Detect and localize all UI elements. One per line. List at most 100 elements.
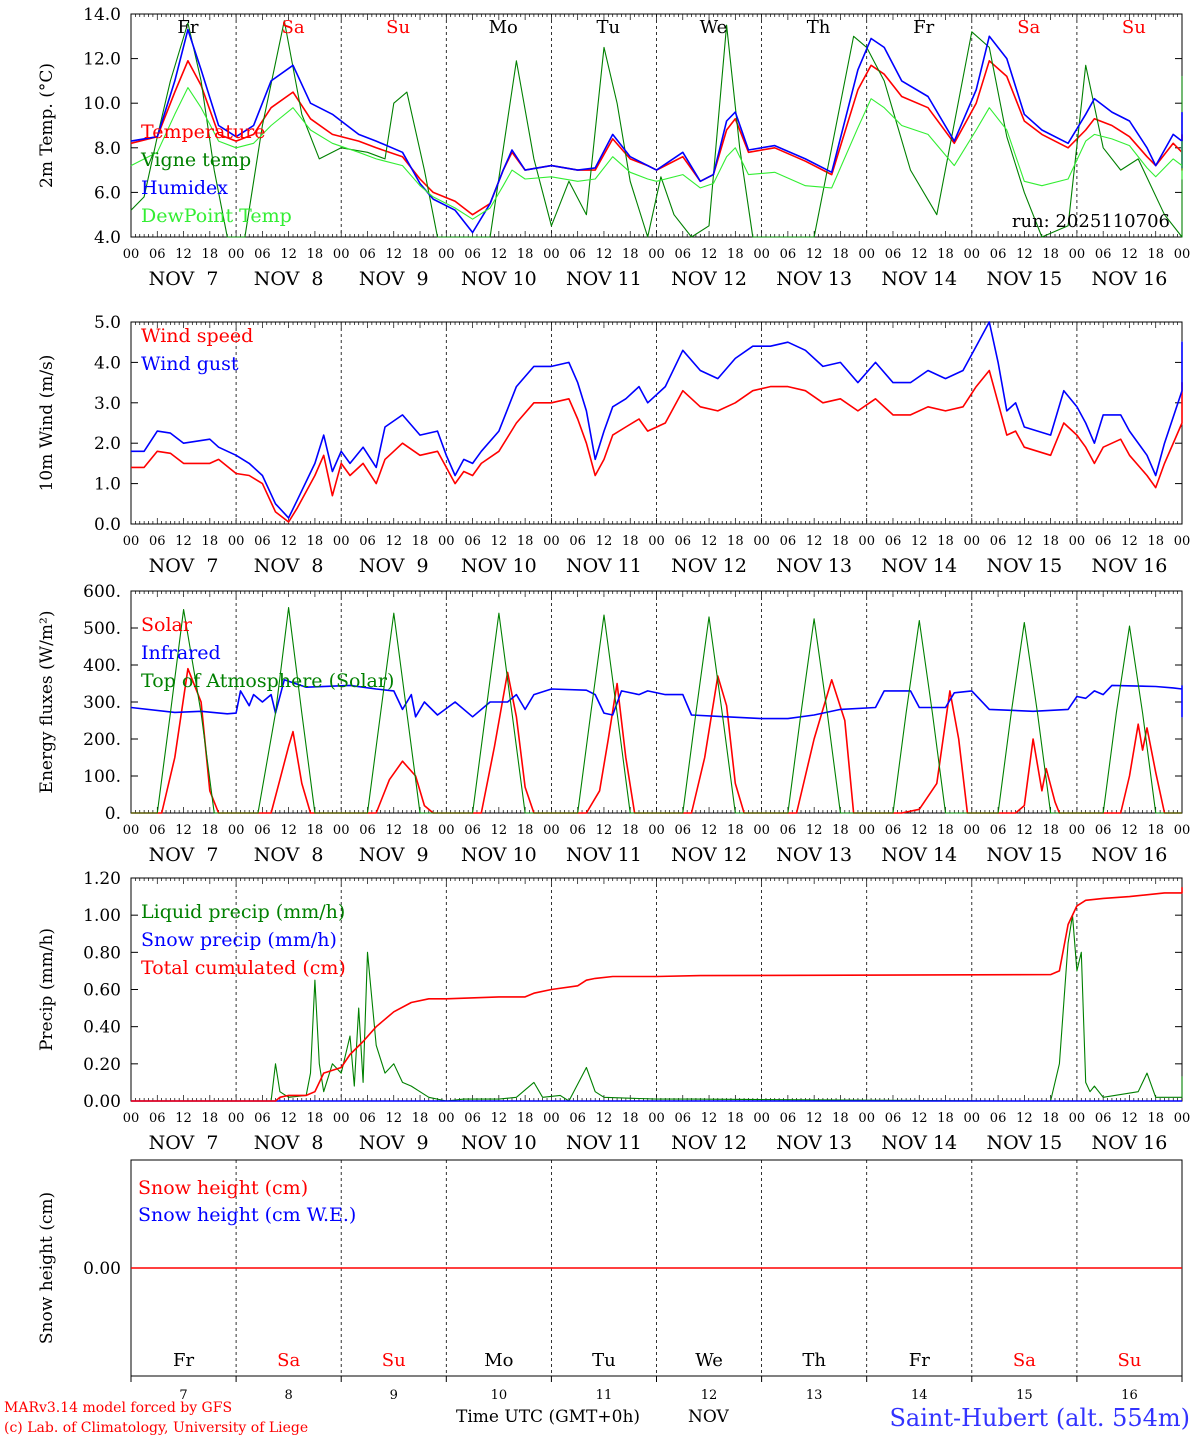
legend-entry: Solar (141, 614, 193, 636)
hour-label: 12 (280, 1111, 297, 1126)
hour-label: 12 (911, 1111, 928, 1126)
day-name: We (695, 1350, 723, 1371)
day-name: Sa (1013, 1350, 1036, 1371)
hour-label: 06 (569, 823, 586, 838)
hour-label: 06 (464, 1111, 481, 1126)
hour-label: 00 (438, 247, 455, 262)
run-annotation: run: 2025110706 (1012, 211, 1170, 232)
hour-label: 06 (254, 247, 271, 262)
y-axis-label: Precip (mm/h) (37, 928, 57, 1051)
time-axis-label: Time UTC (GMT+0h) (456, 1407, 640, 1427)
hour-label: 00 (228, 534, 245, 549)
y-tick-label: 0.0 (94, 515, 121, 535)
hour-label: 00 (753, 534, 770, 549)
day-number: 15 (1016, 1388, 1033, 1403)
y-tick-label: 5.0 (94, 313, 121, 333)
y-tick-label: 0. (105, 804, 121, 824)
hour-label: 12 (385, 823, 402, 838)
hour-label: 00 (648, 823, 665, 838)
hour-label: 18 (622, 247, 639, 262)
legend-entry: Snow precip (mm/h) (141, 929, 337, 951)
hour-label: 18 (832, 247, 849, 262)
y-tick-label: 0.20 (83, 1055, 121, 1075)
hour-label: 12 (1121, 247, 1138, 262)
day-name: Su (382, 1350, 406, 1371)
date-label: NOV 14 (881, 555, 957, 577)
series-line (130, 28, 1183, 234)
date-label: NOV 8 (254, 555, 324, 577)
date-label: NOV 7 (149, 1132, 219, 1154)
hour-label: 12 (491, 534, 508, 549)
hour-label: 12 (806, 1111, 823, 1126)
series-line (131, 914, 1183, 1102)
series-line (131, 667, 1182, 814)
date-label: NOV 13 (776, 555, 852, 577)
y-tick-label: 400. (83, 656, 121, 676)
day-name: Su (1122, 17, 1146, 38)
day-name: We (700, 17, 728, 38)
hour-label: 18 (622, 534, 639, 549)
hour-label: 00 (1069, 1111, 1086, 1126)
hour-label: 12 (1121, 823, 1138, 838)
hour-label: 18 (517, 534, 534, 549)
hour-label: 12 (596, 534, 613, 549)
hour-label: 12 (806, 247, 823, 262)
hour-label: 06 (780, 534, 797, 549)
hour-label: 18 (727, 823, 744, 838)
hour-label: 18 (517, 247, 534, 262)
hour-label: 12 (701, 823, 718, 838)
date-label: NOV 12 (671, 555, 747, 577)
hour-label: 06 (780, 1111, 797, 1126)
date-label: NOV 13 (776, 1132, 852, 1154)
hour-label: 06 (885, 534, 902, 549)
hour-label: 12 (596, 247, 613, 262)
hour-label: 06 (780, 247, 797, 262)
hour-label: 00 (1069, 534, 1086, 549)
hour-label: 12 (1016, 823, 1033, 838)
hour-label: 00 (438, 534, 455, 549)
hour-label: 00 (1174, 247, 1191, 262)
date-label: NOV 10 (461, 555, 537, 577)
hour-label: 18 (307, 534, 324, 549)
date-label: NOV 8 (254, 1132, 324, 1154)
y-tick-label: 14.0 (83, 5, 121, 25)
hour-label: 00 (1069, 247, 1086, 262)
hour-label: 00 (228, 247, 245, 262)
hour-label: 06 (359, 1111, 376, 1126)
hour-label: 06 (149, 247, 166, 262)
hour-label: 18 (937, 534, 954, 549)
hour-label: 12 (1016, 1111, 1033, 1126)
hour-label: 12 (280, 823, 297, 838)
date-label: NOV 14 (881, 268, 957, 290)
hour-label: 00 (753, 823, 770, 838)
day-number: 13 (806, 1388, 823, 1403)
date-label: NOV 15 (986, 555, 1062, 577)
hour-label: 12 (911, 823, 928, 838)
hour-label: 06 (675, 247, 692, 262)
hour-label: 12 (175, 247, 192, 262)
hour-label: 00 (543, 534, 560, 549)
series-line (130, 20, 1183, 238)
y-axis-label: Energy fluxes (W/m²) (37, 611, 57, 794)
hour-label: 18 (307, 1111, 324, 1126)
y-tick-label: 0.00 (83, 1092, 121, 1112)
date-label: NOV 8 (254, 844, 324, 866)
y-tick-label: 1.0 (94, 475, 121, 495)
hour-label: 12 (701, 1111, 718, 1126)
series-line (130, 678, 1183, 720)
hour-label: 00 (648, 247, 665, 262)
day-name: Tu (592, 1350, 616, 1371)
hour-label: 00 (964, 1111, 981, 1126)
day-name: Fr (177, 17, 198, 38)
hour-label: 00 (438, 1111, 455, 1126)
hour-label: 12 (701, 534, 718, 549)
legend-entry: Liquid precip (mm/h) (141, 901, 345, 923)
hour-label: 18 (517, 1111, 534, 1126)
series-line (131, 887, 1183, 1102)
date-label: NOV 15 (986, 268, 1062, 290)
day-name: Sa (281, 17, 304, 38)
y-tick-label: 6.0 (94, 183, 121, 203)
hour-label: 18 (622, 1111, 639, 1126)
legend-entry: Wind speed (141, 325, 253, 347)
hour-label: 00 (858, 1111, 875, 1126)
